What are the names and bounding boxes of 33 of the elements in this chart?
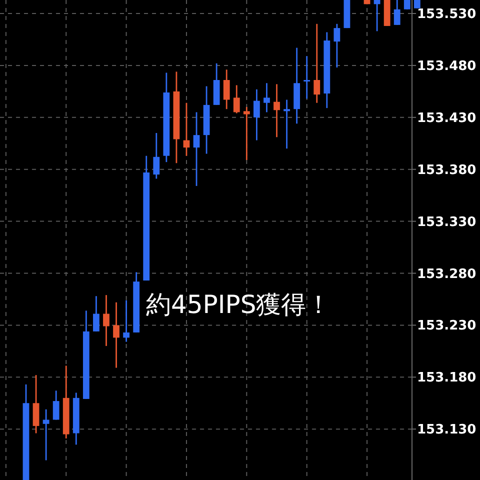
candlestick (193, 112, 200, 187)
candlestick (93, 295, 100, 332)
y-tick-label: 153.130 (417, 422, 476, 438)
candlestick (253, 88, 260, 141)
candlestick (103, 294, 110, 347)
candlestick (153, 132, 160, 180)
candlestick (274, 83, 280, 138)
candlestick (374, 0, 380, 32)
candlestick (304, 55, 310, 100)
candlestick (334, 23, 340, 68)
candlestick (183, 102, 190, 157)
y-tick-label: 153.230 (417, 318, 476, 334)
annotation: 約45PIPS獲得！ (146, 290, 332, 319)
candlestick (314, 23, 320, 104)
candlestick (32, 374, 40, 434)
candlestick (233, 84, 240, 114)
candlestick (113, 302, 120, 368)
candlestick (243, 106, 250, 161)
candlestick (404, 0, 410, 10)
candlestick (264, 82, 270, 113)
y-tick-label: 153.530 (417, 7, 476, 22)
y-tick-label: 153.430 (417, 110, 476, 126)
candlestick (42, 408, 50, 461)
candlestick (123, 300, 130, 343)
candlestick (394, 0, 400, 26)
candlestick (223, 68, 230, 110)
y-tick-label: 153.330 (417, 214, 476, 230)
y-tick-label: 153.480 (417, 59, 476, 74)
candlestick (284, 99, 290, 150)
y-tick-label: 153.380 (417, 162, 476, 178)
candlestick (52, 390, 60, 420)
y-tick-label: 153.280 (417, 266, 476, 282)
y-tick-label: 153.180 (417, 370, 476, 386)
